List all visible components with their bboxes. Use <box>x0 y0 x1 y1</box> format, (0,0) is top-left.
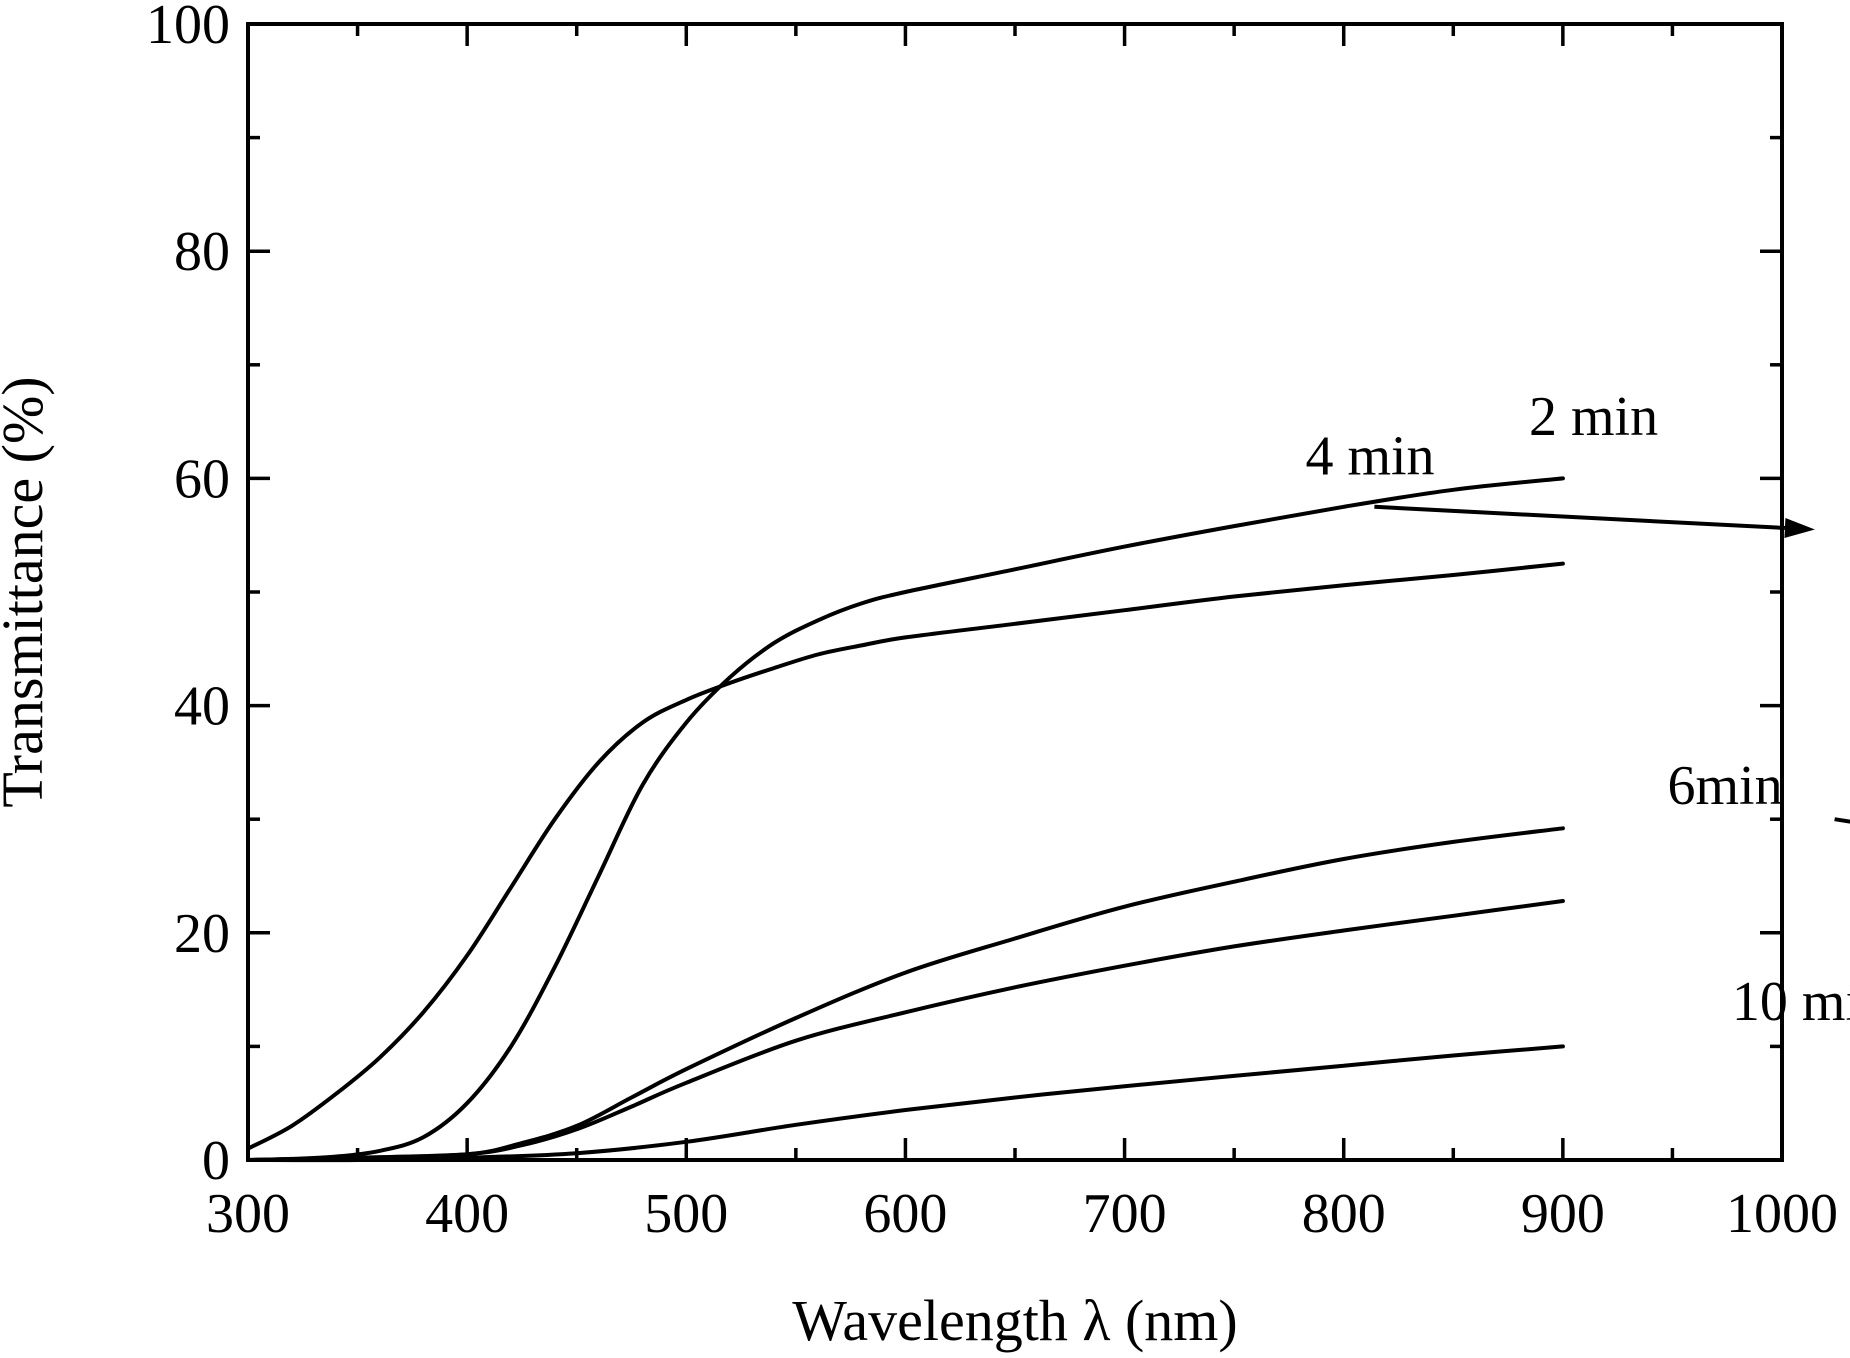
y-tick-label: 80 <box>174 221 230 283</box>
y-tick-label: 40 <box>174 676 230 738</box>
x-tick-label: 500 <box>644 1183 728 1245</box>
plot-frame <box>246 22 1784 1162</box>
axis-ticks: 300 400 500 600 700 800 900 1000 0 20 40 60 80 100 <box>146 0 1838 1245</box>
x-tick-label: 600 <box>863 1183 947 1245</box>
series-line-4 <box>246 899 1565 1162</box>
series-annotation-label: 6min <box>1667 755 1782 817</box>
series-annotation-label: 10 min <box>1732 971 1850 1033</box>
data-curves <box>246 476 1565 1163</box>
series-line-5 <box>246 1044 1565 1163</box>
series-annotation-label: 2 min <box>1529 386 1658 448</box>
x-tick-label: 800 <box>1302 1183 1386 1245</box>
annotation-arrow-head <box>1784 517 1815 538</box>
x-tick-label: 700 <box>1083 1183 1167 1245</box>
y-axis-title: Transmittance (%) <box>0 376 55 807</box>
x-axis-title: Wavelength λ (nm) <box>792 1288 1237 1353</box>
y-tick-label: 20 <box>174 903 230 965</box>
annotation-arrow-shaft <box>1834 817 1850 824</box>
y-tick-label: 60 <box>174 448 230 510</box>
series-line-2 <box>246 476 1565 1162</box>
series-annotation-label: 4 min <box>1305 426 1434 488</box>
x-tick-label: 400 <box>425 1183 509 1245</box>
x-tick-label: 900 <box>1521 1183 1605 1245</box>
x-tick-label: 300 <box>206 1183 290 1245</box>
series-line-1 <box>246 561 1565 1151</box>
y-tick-label: 0 <box>202 1130 230 1192</box>
annotation-arrow-shaft <box>1374 504 1786 530</box>
y-tick-label: 100 <box>146 0 230 56</box>
x-tick-label: 1000 <box>1726 1183 1838 1245</box>
